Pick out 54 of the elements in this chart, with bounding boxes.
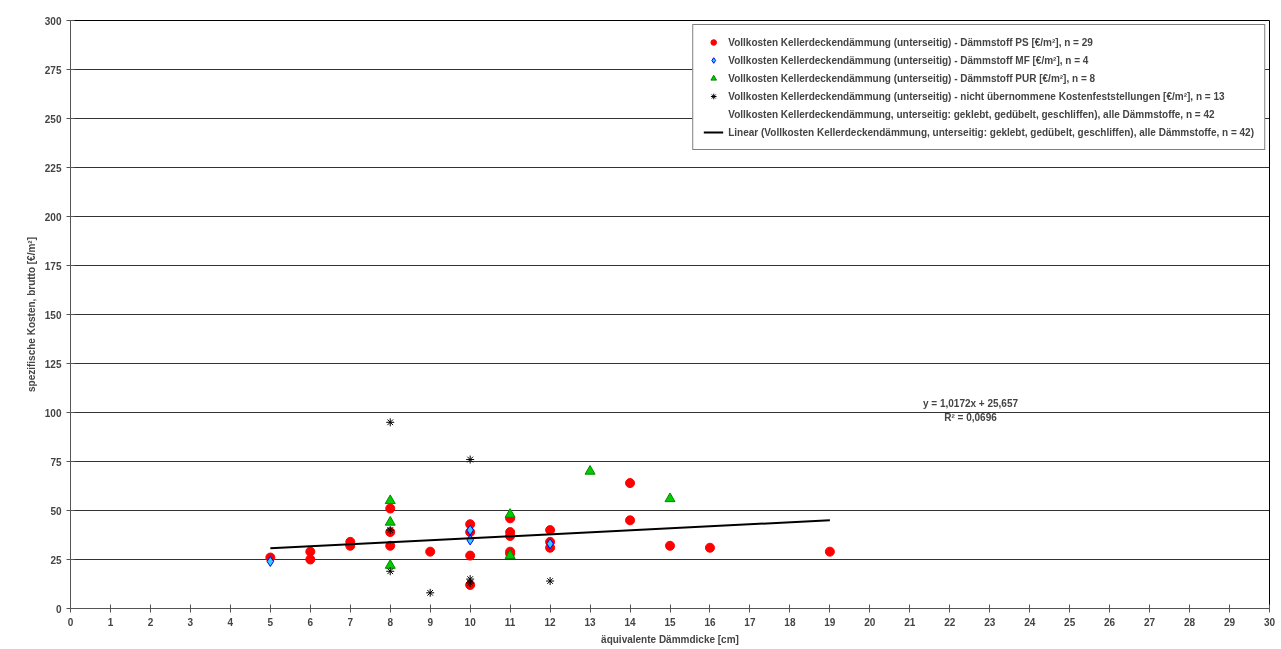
annotation: R² = 0,0696 (944, 411, 998, 423)
x-tick-label: 19 (824, 616, 836, 628)
y-tick-label: 175 (44, 260, 62, 272)
x-tick-label: 26 (1104, 616, 1116, 628)
x-tick-label: 7 (347, 616, 354, 628)
x-tick-label: 11 (504, 616, 516, 628)
y-tick-label: 50 (50, 505, 62, 517)
x-tick-label: 9 (427, 616, 434, 628)
x-axis-title: äquivalente Dämmdicke [cm] (601, 633, 739, 645)
y-tick-label: 150 (44, 309, 62, 321)
x-tick-label: 21 (904, 616, 916, 628)
x-tick-label: 8 (387, 616, 394, 628)
legend-label: Vollkosten Kellerdeckendämmung (unterseitig) - Dämmstoff PUR [€/m²], n = 8 (728, 71, 1096, 85)
x-tick-label: 2 (147, 616, 154, 628)
x-tick-label: 5 (267, 616, 274, 628)
y-tick-label: 250 (44, 113, 62, 125)
y-tick-label: 100 (44, 407, 62, 419)
y-tick-label: 75 (50, 456, 62, 468)
x-tick-label: 28 (1184, 616, 1196, 628)
y-tick-label: 225 (44, 162, 62, 174)
x-tick-label: 17 (744, 616, 756, 628)
x-tick-label: 12 (544, 616, 557, 628)
text: Vollkosten Kellerdeckendämmung, unterseitig: geklebt, gedübelt, geschliffen), alle Dämmstoffe, n = 42 (728, 107, 1215, 121)
x-tick-label: 3 (187, 616, 194, 628)
y-tick-label: 25 (50, 554, 62, 566)
x-tick-label: 16 (704, 616, 716, 628)
x-tick-label: 29 (1223, 616, 1236, 628)
x-tick-label: 4 (227, 616, 234, 628)
x-tick-label: 30 (1263, 616, 1276, 628)
legend-label: Vollkosten Kellerdeckendämmung (unterseitig) - Dämmstoff PS [€/m²], n = 29 (728, 35, 1093, 49)
y-axis-title: spezifische Kosten, brutto [€/m²] (25, 236, 37, 393)
x-tick-label: 23 (984, 616, 996, 628)
y-tick-label: 0 (55, 603, 62, 615)
x-tick-label: 0 (67, 616, 74, 628)
x-tick-label: 24 (1024, 616, 1036, 628)
x-tick-label: 27 (1144, 616, 1156, 628)
y-tick-label: 275 (44, 64, 62, 76)
x-tick-label: 22 (944, 616, 956, 628)
x-tick-label: 20 (864, 616, 876, 628)
x-tick-label: 1 (107, 616, 114, 628)
x-tick-label: 15 (664, 616, 676, 628)
x-tick-label: 10 (464, 616, 477, 628)
x-tick-label: 25 (1064, 616, 1076, 628)
y-tick-label: 300 (44, 15, 62, 27)
x-tick-label: 6 (307, 616, 314, 628)
legend-label: Linear (Vollkosten Kellerdeckendämmung, unterseitig: geklebt, gedübelt, geschliffen), alle Dämmstoffe, n = 42) (728, 125, 1254, 139)
x-tick-label: 13 (584, 616, 597, 628)
y-tick-label: 125 (44, 358, 62, 370)
y-tick-label: 200 (44, 211, 62, 223)
legend-label: Vollkosten Kellerdeckendämmung (unterseitig) - Dämmstoff MF [€/m²], n = 4 (728, 53, 1089, 67)
legend-label: Vollkosten Kellerdeckendämmung (unterseitig) - nicht übernommene Kostenfeststellungen [€/m²], n = 13 (728, 89, 1225, 103)
x-tick-label: 14 (624, 616, 637, 628)
x-tick-label: 18 (784, 616, 796, 628)
annotation: y = 1,0172x + 25,657 (922, 397, 1019, 409)
